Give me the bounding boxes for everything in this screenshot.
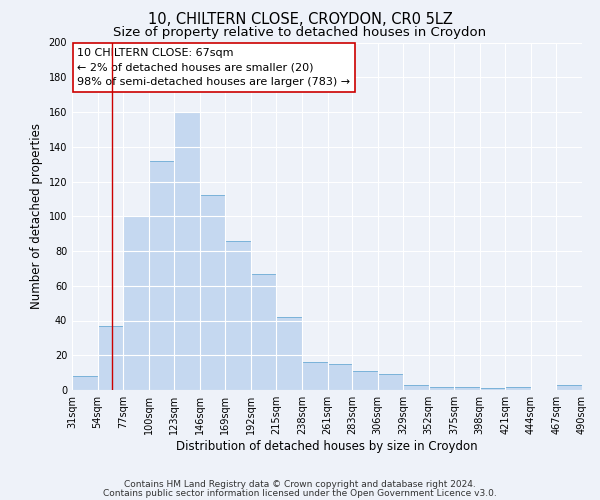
Text: 10 CHILTERN CLOSE: 67sqm
← 2% of detached houses are smaller (20)
98% of semi-de: 10 CHILTERN CLOSE: 67sqm ← 2% of detache… <box>77 48 350 88</box>
Bar <box>72 376 98 390</box>
Bar <box>328 364 352 390</box>
Bar <box>174 112 200 390</box>
Bar <box>377 374 403 390</box>
Bar <box>277 317 302 390</box>
Bar <box>200 196 226 390</box>
Y-axis label: Number of detached properties: Number of detached properties <box>30 123 43 309</box>
Bar <box>480 388 505 390</box>
Bar <box>556 385 582 390</box>
Text: Size of property relative to detached houses in Croydon: Size of property relative to detached ho… <box>113 26 487 39</box>
Bar <box>98 326 123 390</box>
Bar <box>454 386 480 390</box>
Bar <box>149 160 174 390</box>
Bar <box>302 362 328 390</box>
Bar <box>251 274 277 390</box>
Bar <box>123 216 149 390</box>
Bar <box>505 386 531 390</box>
Bar <box>352 371 377 390</box>
X-axis label: Distribution of detached houses by size in Croydon: Distribution of detached houses by size … <box>176 440 478 453</box>
Bar <box>403 385 428 390</box>
Text: Contains HM Land Registry data © Crown copyright and database right 2024.: Contains HM Land Registry data © Crown c… <box>124 480 476 489</box>
Text: Contains public sector information licensed under the Open Government Licence v3: Contains public sector information licen… <box>103 489 497 498</box>
Text: 10, CHILTERN CLOSE, CROYDON, CR0 5LZ: 10, CHILTERN CLOSE, CROYDON, CR0 5LZ <box>148 12 452 28</box>
Bar <box>428 386 454 390</box>
Bar <box>226 240 251 390</box>
